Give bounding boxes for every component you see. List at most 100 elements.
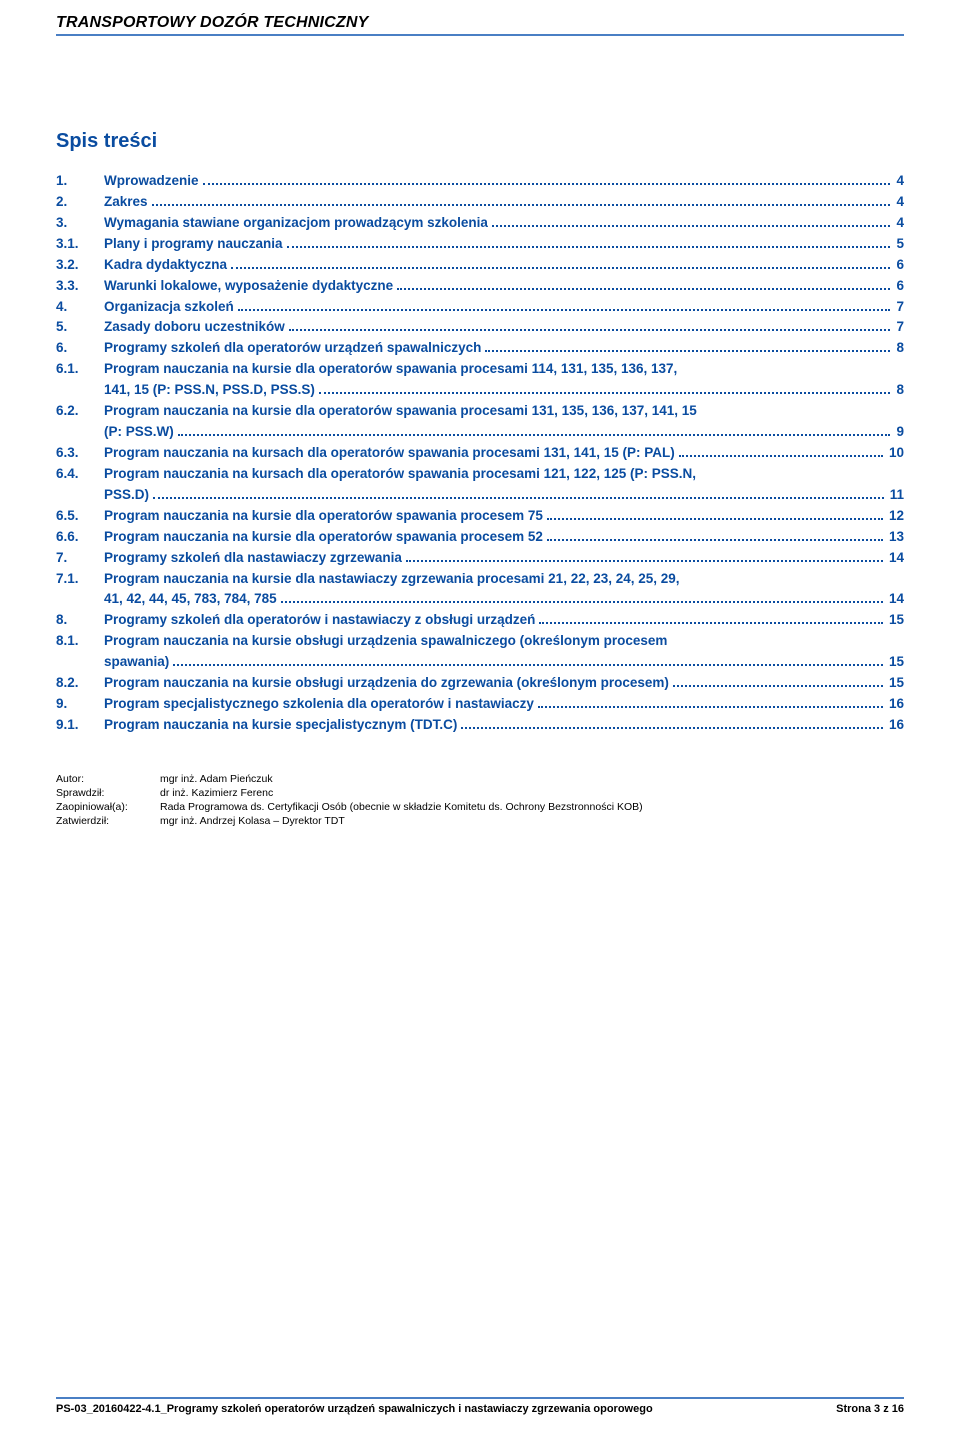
author-value: dr inż. Kazimierz Ferenc [160,786,904,800]
toc-number: 3.2. [56,255,104,276]
toc-leader-dots [538,706,883,708]
toc-entry: 6.5.Program nauczania na kursie dla oper… [56,506,904,527]
toc-number: 7.1. [56,569,104,590]
toc-page: 15 [887,652,904,673]
toc-leader-dots [178,434,891,436]
toc-page: 6 [894,276,904,297]
toc-number: 3.1. [56,234,104,255]
toc-page: 7 [894,317,904,338]
footer-rule [56,1397,904,1399]
toc-page: 4 [894,171,904,192]
toc-number: 6.3. [56,443,104,464]
toc-number: 6.6. [56,527,104,548]
page-footer: PS-03_20160422-4.1_Programy szkoleń oper… [56,1397,904,1415]
toc-leader-dots [319,392,891,394]
toc-entry: 9.Program specjalistycznego szkolenia dl… [56,694,904,715]
toc-number: 1. [56,171,104,192]
toc-page: 14 [887,589,904,610]
toc-title: Spis treści [56,130,904,153]
toc-page: 7 [894,297,904,318]
toc-label: Program specjalistycznego szkolenia dla … [104,694,534,715]
toc-entry: 3.3.Warunki lokalowe, wyposażenie dydakt… [56,276,904,297]
toc-page: 6 [894,255,904,276]
author-key: Autor: [56,772,160,786]
toc-entry: 1.Wprowadzenie 4 [56,171,904,192]
toc-label: Wymagania stawiane organizacjom prowadzą… [104,213,488,234]
toc-leader-dots [406,560,883,562]
toc-page: 13 [887,527,904,548]
toc-leader-dots [287,246,891,248]
toc-number: 6.4. [56,464,104,485]
toc-entry: 8.Programy szkoleń dla operatorów i nast… [56,610,904,631]
toc-label-cont: 41, 42, 44, 45, 783, 784, 785 [104,589,277,610]
toc-number: 5. [56,317,104,338]
author-row: Zatwierdził:mgr inż. Andrzej Kolasa – Dy… [56,814,904,828]
toc-label: Program nauczania na kursach dla operato… [104,443,675,464]
author-row: Sprawdził:dr inż. Kazimierz Ferenc [56,786,904,800]
toc-leader-dots [173,664,883,666]
toc-entry: 3.Wymagania stawiane organizacjom prowad… [56,213,904,234]
toc-entry: 8.1.Program nauczania na kursie obsługi … [56,631,904,673]
toc-page: 10 [887,443,904,464]
toc-number: 6.1. [56,359,104,380]
toc-leader-dots [461,727,883,729]
toc-number: 7. [56,548,104,569]
toc-label: Program nauczania na kursie dla operator… [104,506,543,527]
header-rule [56,34,904,36]
toc-leader-dots [203,183,891,185]
toc-leader-dots [547,539,883,541]
toc-leader-dots [281,601,883,603]
toc-label: Program nauczania na kursie obsługi urzą… [104,631,904,652]
toc-number: 9. [56,694,104,715]
toc-leader-dots [289,329,891,331]
toc-label-cont: spawania) [104,652,169,673]
toc-page: 8 [894,338,904,359]
toc-continuation: 41, 42, 44, 45, 783, 784, 785 14 [56,589,904,610]
toc-label: Organizacja szkoleń [104,297,234,318]
author-value: mgr inż. Adam Pieńczuk [160,772,904,786]
toc-label-cont: PSS.D) [104,485,149,506]
toc-leader-dots [238,309,891,311]
author-block: Autor:mgr inż. Adam PieńczukSprawdził:dr… [56,772,904,829]
toc-page: 16 [887,715,904,736]
toc-label: Programy szkoleń dla operatorów i nastaw… [104,610,535,631]
toc-label: Program nauczania na kursie specjalistyc… [104,715,457,736]
toc-entry: 7.Programy szkoleń dla nastawiaczy zgrze… [56,548,904,569]
footer-right: Strona 3 z 16 [836,1403,904,1415]
header-title: TRANSPORTOWY DOZÓR TECHNICZNY [56,14,904,32]
toc-label: Warunki lokalowe, wyposażenie dydaktyczn… [104,276,393,297]
author-key: Zatwierdził: [56,814,160,828]
author-key: Sprawdził: [56,786,160,800]
author-key: Zaopiniował(a): [56,800,160,814]
toc-label: Program nauczania na kursie dla nastawia… [104,569,904,590]
toc-label: Program nauczania na kursie dla operator… [104,527,543,548]
toc-entry: 8.2.Program nauczania na kursie obsługi … [56,673,904,694]
toc-leader-dots [679,455,883,457]
toc-entry: 9.1.Program nauczania na kursie specjali… [56,715,904,736]
toc-number: 8.1. [56,631,104,652]
toc-label: Kadra dydaktyczna [104,255,227,276]
toc-page: 15 [887,610,904,631]
toc-continuation: PSS.D)11 [56,485,904,506]
toc-leader-dots [153,497,884,499]
toc-number: 4. [56,297,104,318]
toc-number: 3.3. [56,276,104,297]
toc-label: Program nauczania na kursie dla operator… [104,359,904,380]
toc-entry: 4.Organizacja szkoleń 7 [56,297,904,318]
toc-label: Wprowadzenie [104,171,199,192]
toc-entry: 3.1.Plany i programy nauczania5 [56,234,904,255]
toc-number: 6.2. [56,401,104,422]
toc-label: Plany i programy nauczania [104,234,283,255]
toc-leader-dots [547,518,883,520]
toc-list: 1.Wprowadzenie42.Zakres43.Wymagania staw… [56,171,904,736]
toc-continuation: 141, 15 (P: PSS.N, PSS.D, PSS.S)8 [56,380,904,401]
author-row: Autor:mgr inż. Adam Pieńczuk [56,772,904,786]
toc-page: 8 [894,380,904,401]
toc-label: Zasady doboru uczestników [104,317,285,338]
toc-leader-dots [673,685,883,687]
page-header: TRANSPORTOWY DOZÓR TECHNICZNY [0,0,960,42]
toc-label: Programy szkoleń dla operatorów urządzeń… [104,338,481,359]
toc-label: Zakres [104,192,148,213]
toc-number: 6.5. [56,506,104,527]
toc-number: 6. [56,338,104,359]
